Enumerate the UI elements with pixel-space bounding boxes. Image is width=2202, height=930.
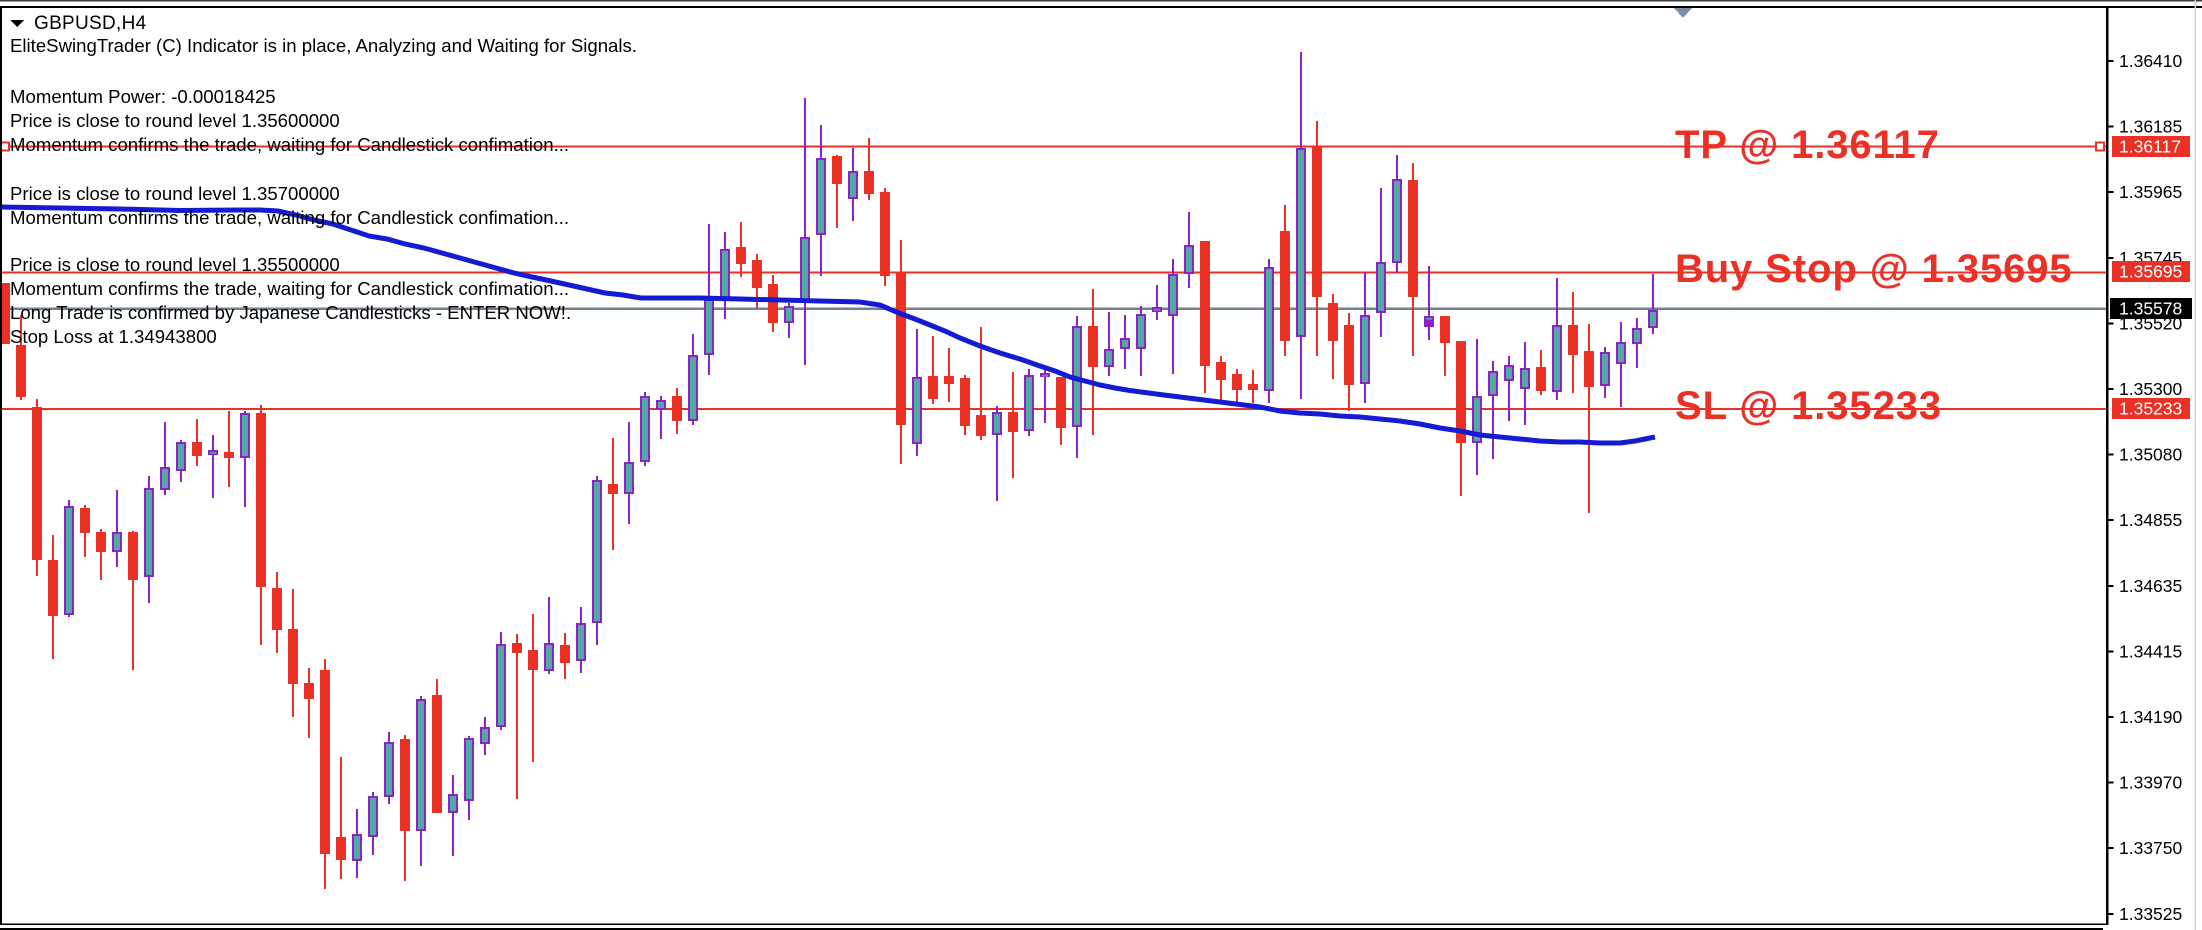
svg-text:1.36410: 1.36410 <box>2119 51 2183 71</box>
svg-text:1.35965: 1.35965 <box>2119 182 2182 202</box>
svg-text:SL @ 1.35233: SL @ 1.35233 <box>1675 384 1942 428</box>
svg-text:GBPUSD,H4: GBPUSD,H4 <box>34 13 147 34</box>
svg-text:TP @ 1.36117: TP @ 1.36117 <box>1675 123 1940 167</box>
svg-text:Stop Loss at 1.34943800: Stop Loss at 1.34943800 <box>10 326 217 347</box>
svg-text:Momentum confirms the trade, w: Momentum confirms the trade, waiting for… <box>10 134 569 155</box>
svg-text:Momentum Power: -0.00018425: Momentum Power: -0.00018425 <box>10 86 276 107</box>
svg-text:1.33525: 1.33525 <box>2119 904 2182 924</box>
svg-text:1.36117: 1.36117 <box>2119 137 2181 157</box>
svg-text:1.33750: 1.33750 <box>2119 838 2183 858</box>
svg-text:1.35300: 1.35300 <box>2119 379 2183 399</box>
svg-text:1.35233: 1.35233 <box>2119 399 2182 419</box>
svg-text:Momentum confirms the trade, w: Momentum confirms the trade, waiting for… <box>10 278 569 299</box>
svg-text:Price is close to round level: Price is close to round level 1.35600000 <box>10 110 340 131</box>
svg-text:Buy Stop @ 1.35695: Buy Stop @ 1.35695 <box>1675 247 2073 291</box>
svg-text:Price is close to round level: Price is close to round level 1.35700000 <box>10 183 340 204</box>
svg-text:1.34415: 1.34415 <box>2119 641 2182 661</box>
svg-text:1.34190: 1.34190 <box>2119 707 2183 727</box>
svg-text:1.35578: 1.35578 <box>2119 299 2182 319</box>
svg-text:Price is close to round level: Price is close to round level 1.35500000 <box>10 254 340 275</box>
svg-text:1.34855: 1.34855 <box>2119 510 2182 530</box>
svg-text:EliteSwingTrader (C) Indicator: EliteSwingTrader (C) Indicator is in pla… <box>10 35 637 56</box>
svg-text:1.34635: 1.34635 <box>2119 576 2182 596</box>
svg-text:1.35080: 1.35080 <box>2119 445 2183 465</box>
svg-text:1.35695: 1.35695 <box>2119 262 2182 282</box>
svg-text:1.36185: 1.36185 <box>2119 117 2182 137</box>
svg-text:Long Trade is confirmed by Jap: Long Trade is confirmed by Japanese Cand… <box>10 302 571 323</box>
svg-text:Momentum confirms the trade, w: Momentum confirms the trade, waiting for… <box>10 207 569 228</box>
svg-text:1.33970: 1.33970 <box>2119 773 2183 793</box>
